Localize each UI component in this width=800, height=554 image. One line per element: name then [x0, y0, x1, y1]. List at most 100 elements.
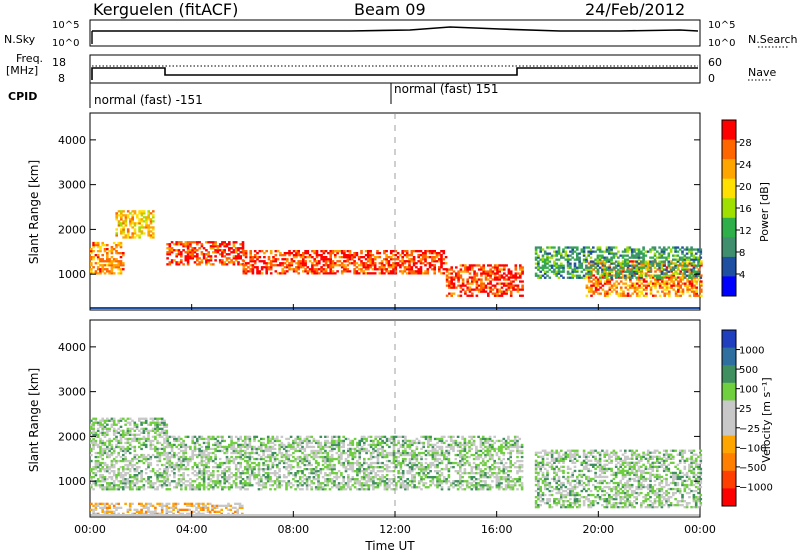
echo-cell: [403, 268, 407, 271]
echo-cell: [230, 445, 233, 449]
echo-cell: [126, 433, 130, 436]
echo-cell: [376, 441, 380, 445]
echo-cell: [480, 272, 483, 275]
echo-cell: [346, 268, 350, 271]
echo-cell: [683, 264, 687, 267]
echo-cell: [101, 480, 104, 483]
echo-cell: [512, 284, 515, 287]
echo-cell: [401, 258, 404, 261]
echo-cell: [214, 251, 217, 254]
echo-cell: [92, 417, 95, 420]
echo-cell: [405, 252, 409, 255]
echo-cell: [90, 248, 93, 251]
echo-cell: [383, 258, 386, 261]
echo-cell: [422, 435, 425, 438]
echo-cell: [546, 254, 549, 257]
echo-cell: [269, 472, 272, 475]
echo-cell: [196, 243, 199, 246]
echo-cell: [101, 268, 104, 271]
echo-cell: [182, 453, 185, 457]
echo-cell: [225, 466, 229, 469]
echo-cell: [546, 252, 549, 255]
echo-cell: [242, 254, 246, 257]
echo-cell: [196, 447, 199, 451]
echo-cell: [177, 480, 181, 483]
echo-cell: [496, 270, 499, 273]
echo-cell: [654, 262, 657, 265]
echo-cell: [301, 451, 304, 455]
echo-cell: [672, 282, 676, 285]
echo-cell: [149, 236, 153, 239]
echo-cell: [367, 435, 371, 438]
echo-cell: [374, 482, 377, 485]
echo-cell: [340, 252, 344, 255]
echo-cell: [99, 441, 102, 445]
echo-cell: [390, 437, 393, 441]
echo-cell: [406, 451, 409, 455]
echo-cell: [401, 264, 404, 267]
echo-cell: [108, 429, 111, 432]
echo-cell: [385, 455, 389, 459]
echo-cell: [477, 284, 481, 287]
echo-cell: [660, 276, 664, 279]
echo-cell: [320, 254, 323, 257]
echo-cell: [292, 451, 295, 455]
echo-cell: [388, 453, 391, 457]
echo-cell: [128, 427, 132, 430]
echo-cell: [246, 451, 249, 455]
echo-cell: [571, 268, 574, 271]
echo-cell: [315, 260, 319, 263]
echo-cell: [376, 482, 380, 485]
echo-cell: [117, 268, 120, 271]
echo-cell: [160, 435, 164, 438]
echo-cell: [285, 466, 288, 469]
echo-cell: [422, 470, 425, 473]
echo-cell: [408, 484, 412, 487]
echo-cell: [369, 256, 372, 259]
echo-cell: [200, 261, 204, 264]
echo-cell: [503, 272, 506, 275]
echo-cell: [189, 245, 192, 248]
echo-cell: [144, 472, 148, 475]
echo-cell: [360, 435, 364, 438]
echo-cell: [209, 241, 213, 244]
echo-cell: [421, 262, 425, 265]
echo-cell: [376, 453, 380, 457]
echo-cell: [337, 437, 341, 441]
echo-cell: [135, 425, 139, 428]
echo-cell: [363, 449, 366, 453]
echo-cell: [298, 466, 302, 469]
echo-cell: [239, 488, 242, 491]
echo-cell: [349, 449, 352, 453]
echo-cell: [566, 258, 570, 261]
echo-cell: [119, 272, 123, 275]
echo-cell: [406, 445, 409, 449]
echo-cell: [330, 437, 334, 441]
echo-cell: [126, 232, 130, 235]
echo-cell: [360, 447, 364, 451]
echo-cell: [152, 210, 155, 213]
echo-cell: [180, 443, 183, 447]
echo-cell: [257, 468, 261, 471]
echo-cell: [257, 472, 261, 475]
echo-cell: [119, 472, 123, 475]
echo-cell: [496, 282, 499, 285]
echo-cell: [166, 251, 169, 254]
echo-cell: [241, 472, 245, 475]
echo-cell: [336, 250, 339, 253]
echo-cell: [99, 484, 102, 487]
echo-cell: [404, 437, 407, 441]
echo-cell: [372, 455, 375, 459]
echo-cell: [282, 447, 286, 451]
echo-cell: [106, 270, 109, 273]
echo-cell: [489, 268, 492, 271]
echo-cell: [285, 486, 288, 489]
echo-cell: [557, 268, 561, 271]
echo-cell: [326, 482, 329, 485]
echo-cell: [411, 486, 414, 489]
echo-cell: [290, 252, 294, 255]
echo-cell: [390, 461, 393, 465]
echo-cell: [376, 455, 380, 459]
echo-cell: [597, 288, 600, 291]
echo-cell: [239, 251, 242, 254]
